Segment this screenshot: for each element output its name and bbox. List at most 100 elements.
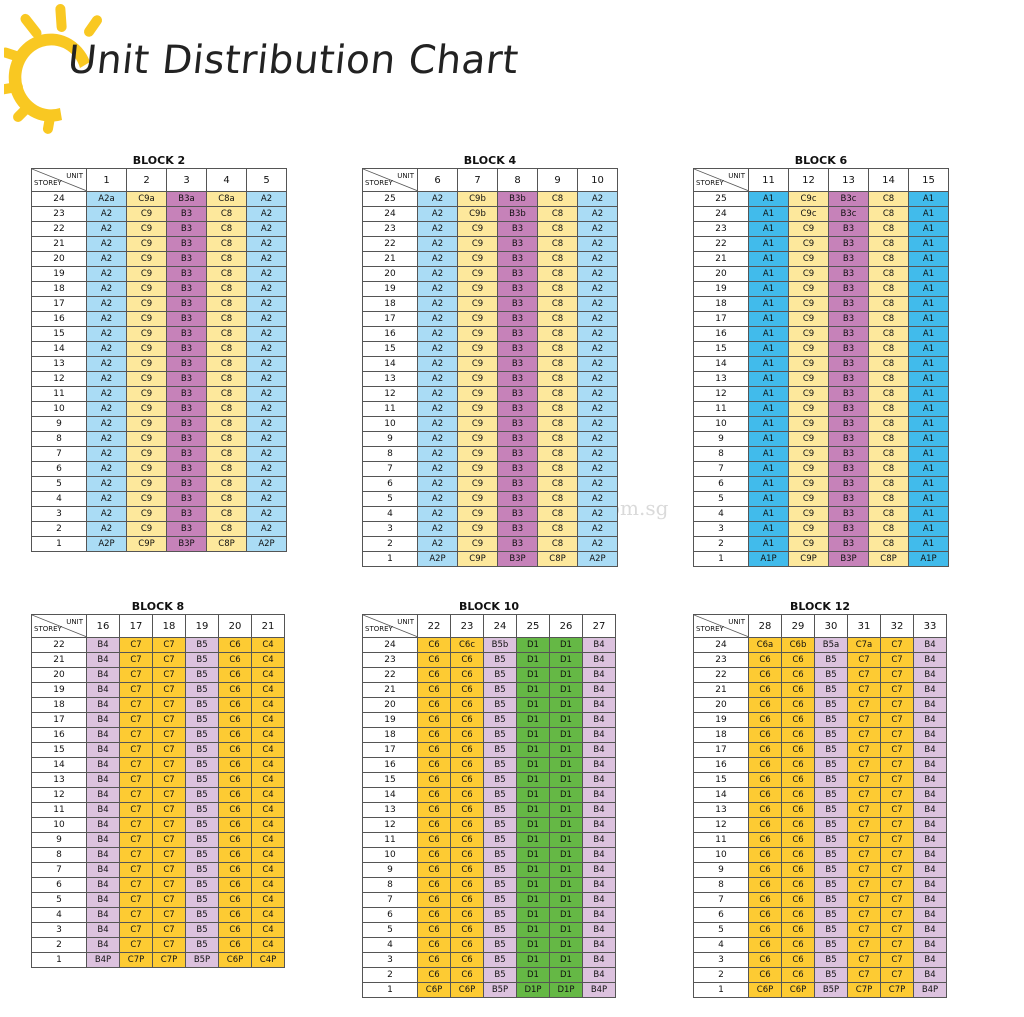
storey-number: 8: [693, 446, 749, 462]
unit-type-cell: B5: [483, 697, 517, 713]
unit-type-cell: C8: [206, 326, 247, 342]
storey-number: 3: [31, 922, 87, 938]
unit-type-cell: C7: [880, 652, 914, 668]
storey-number: 2: [362, 967, 418, 983]
storey-row: 4 C6 C6 B5 C7 C7 B4: [693, 937, 947, 953]
unit-type-cell: C8: [537, 251, 578, 267]
unit-type-cell: C6: [417, 907, 451, 923]
unit-type-cell: C4: [251, 922, 285, 938]
unit-type-cell: B5: [814, 667, 848, 683]
storey-row: 5 C6 C6 B5 C7 C7 B4: [693, 922, 947, 938]
storey-number: 8: [31, 847, 87, 863]
unit-header-label: UNIT: [397, 172, 414, 180]
unit-type-cell: B3: [166, 416, 207, 432]
unit-type-cell: C7: [119, 907, 153, 923]
unit-type-cell: C4: [251, 832, 285, 848]
unit-type-cell: C6: [218, 892, 252, 908]
unit-type-cell: A2: [86, 251, 127, 267]
unit-type-cell: C7: [119, 697, 153, 713]
unit-type-cell: B5: [483, 952, 517, 968]
unit-type-cell: C7: [880, 877, 914, 893]
unit-type-cell: A1: [748, 191, 789, 207]
unit-type-cell: C6: [218, 652, 252, 668]
storey-row: 21 B4 C7 C7 B5 C6 C4: [31, 652, 285, 668]
storey-row: 7 B4 C7 C7 B5 C6 C4: [31, 862, 285, 878]
storey-number: 5: [693, 491, 749, 507]
unit-type-cell: A2: [246, 251, 287, 267]
storey-number: 11: [362, 832, 418, 848]
unit-type-cell: A1: [748, 506, 789, 522]
unit-type-cell: C6: [450, 772, 484, 788]
storey-row: 1 C6P C6P B5P D1P D1P B4P: [362, 982, 616, 998]
unit-type-cell: C8: [537, 371, 578, 387]
storey-number: 24: [362, 637, 418, 653]
unit-type-cell: C6: [781, 772, 815, 788]
storey-number: 9: [693, 862, 749, 878]
storey-number: 19: [362, 281, 418, 297]
unit-type-cell: C6: [748, 757, 782, 773]
unit-type-cell: C9: [788, 266, 829, 282]
unit-type-cell: C6: [218, 772, 252, 788]
unit-type-cell: A1: [908, 536, 949, 552]
storey-row: 2 C6 C6 B5 C7 C7 B4: [693, 967, 947, 983]
unit-type-cell: C8: [206, 401, 247, 417]
storey-row: 8 B4 C7 C7 B5 C6 C4: [31, 847, 285, 863]
unit-type-cell: B5: [814, 952, 848, 968]
unit-type-cell: D1P: [549, 982, 583, 998]
unit-type-cell: C6: [218, 682, 252, 698]
unit-type-cell: B5: [185, 742, 219, 758]
storey-row: 22 C6 C6 B5 D1 D1 B4: [362, 667, 616, 683]
unit-number-header: 22: [417, 614, 451, 638]
block-title: BLOCK 8: [131, 600, 185, 613]
unit-type-cell: B3: [828, 221, 869, 237]
storey-row: 22 B4 C7 C7 B5 C6 C4: [31, 637, 285, 653]
unit-type-cell: B4: [86, 727, 120, 743]
unit-type-cell: D1: [549, 772, 583, 788]
unit-type-cell: B3: [497, 341, 538, 357]
unit-type-cell: B3: [166, 356, 207, 372]
unit-type-cell: C6: [417, 667, 451, 683]
unit-type-cell: C8: [537, 491, 578, 507]
storey-row: 11 B4 C7 C7 B5 C6 C4: [31, 802, 285, 818]
storey-row: 16 A2 C9 B3 C8 A2: [362, 326, 618, 342]
unit-type-cell: D1: [549, 652, 583, 668]
unit-type-cell: D1: [516, 817, 550, 833]
storey-number: 25: [693, 191, 749, 207]
unit-type-cell: B5: [483, 652, 517, 668]
unit-type-cell: A2: [246, 506, 287, 522]
unit-type-cell: C7: [880, 712, 914, 728]
unit-type-cell: B3: [828, 491, 869, 507]
unit-type-cell: C8P: [537, 551, 578, 567]
unit-type-cell: C9: [457, 416, 498, 432]
storey-number: 22: [693, 236, 749, 252]
unit-type-cell: C7: [152, 907, 186, 923]
unit-type-cell: C6: [218, 667, 252, 683]
unit-type-cell: A2: [86, 491, 127, 507]
unit-type-cell: A1: [748, 446, 789, 462]
unit-type-cell: B4: [582, 742, 616, 758]
unit-type-cell: C6: [218, 847, 252, 863]
storey-number: 23: [693, 221, 749, 237]
unit-type-cell: A2: [246, 416, 287, 432]
unit-type-cell: C9: [457, 221, 498, 237]
unit-type-cell: B3: [497, 236, 538, 252]
unit-type-cell: B3: [166, 296, 207, 312]
unit-type-cell: C6: [748, 712, 782, 728]
unit-type-cell: C7: [847, 652, 881, 668]
storey-row: 14 A1 C9 B3 C8 A1: [693, 356, 949, 372]
unit-type-cell: C8: [868, 506, 909, 522]
unit-type-cell: C8: [206, 446, 247, 462]
unit-type-cell: A2: [577, 296, 618, 312]
unit-type-cell: B5: [483, 907, 517, 923]
unit-type-cell: D1: [549, 832, 583, 848]
unit-type-cell: C7: [847, 667, 881, 683]
header-corner: UNIT STOREY: [693, 614, 749, 638]
unit-type-cell: C9: [788, 476, 829, 492]
storey-number: 16: [31, 727, 87, 743]
unit-type-cell: B5: [185, 892, 219, 908]
storey-number: 17: [31, 296, 87, 312]
unit-type-cell: C8: [537, 521, 578, 537]
unit-type-cell: B5: [185, 787, 219, 803]
unit-type-cell: B3: [828, 251, 869, 267]
unit-type-cell: B3: [497, 461, 538, 477]
